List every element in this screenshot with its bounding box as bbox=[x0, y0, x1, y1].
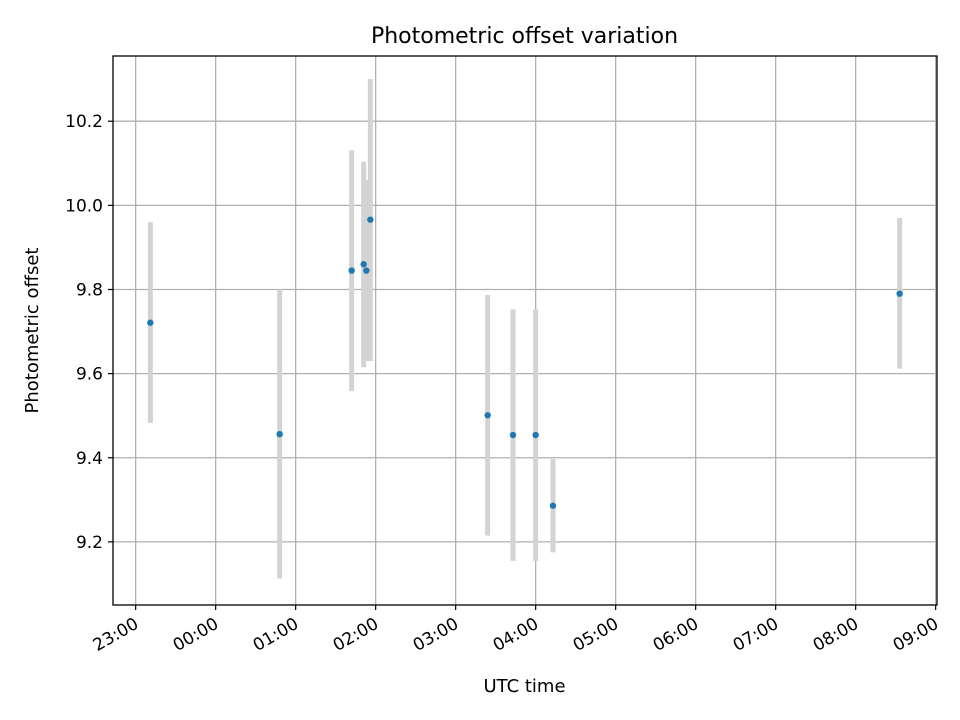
data-point bbox=[360, 261, 367, 268]
data-point bbox=[147, 319, 154, 326]
data-point bbox=[509, 431, 517, 439]
y-tick-label: 9.8 bbox=[76, 280, 103, 300]
x-tick-label: 02:00 bbox=[330, 614, 382, 656]
y-tick-label: 10.0 bbox=[65, 196, 103, 216]
x-tick-label: 06:00 bbox=[650, 614, 702, 656]
x-tick-label: 01:00 bbox=[250, 614, 302, 656]
y-tick-label: 9.4 bbox=[76, 449, 103, 469]
x-tick-label: 07:00 bbox=[730, 614, 782, 656]
x-axis-ticks: 23:00 00:00 01:00 02:00 03:00 04:00 05:00 06:00… bbox=[90, 605, 942, 656]
y-axis-ticks: 9.2 9.4 9.6 9.8 10.0 10.2 bbox=[65, 112, 113, 553]
x-axis-label: UTC time bbox=[483, 676, 565, 697]
data-point bbox=[549, 502, 557, 509]
data-points bbox=[147, 216, 903, 509]
data-point bbox=[367, 216, 374, 223]
data-point bbox=[363, 267, 370, 274]
x-tick-label: 08:00 bbox=[810, 614, 862, 656]
chart-title: Photometric offset variation bbox=[371, 24, 678, 49]
y-tick-label: 10.2 bbox=[65, 112, 103, 132]
x-tick-label: 04:00 bbox=[490, 614, 542, 656]
plot-frame bbox=[112, 55, 938, 606]
data-point bbox=[896, 290, 903, 297]
data-point bbox=[532, 431, 539, 439]
y-axis-label: Photometric offset bbox=[22, 248, 43, 414]
data-point bbox=[348, 267, 355, 274]
y-tick-label: 9.2 bbox=[76, 533, 103, 553]
data-point bbox=[276, 431, 283, 438]
error-bars bbox=[147, 79, 903, 579]
x-tick-label: 23:00 bbox=[90, 614, 142, 656]
y-tick-label: 9.6 bbox=[76, 365, 103, 385]
grid bbox=[113, 56, 937, 605]
x-tick-label: 03:00 bbox=[410, 614, 462, 656]
x-tick-label: 00:00 bbox=[170, 614, 222, 656]
data-point bbox=[484, 412, 491, 419]
x-tick-label: 05:00 bbox=[570, 614, 622, 656]
x-tick-label: 09:00 bbox=[890, 614, 942, 656]
